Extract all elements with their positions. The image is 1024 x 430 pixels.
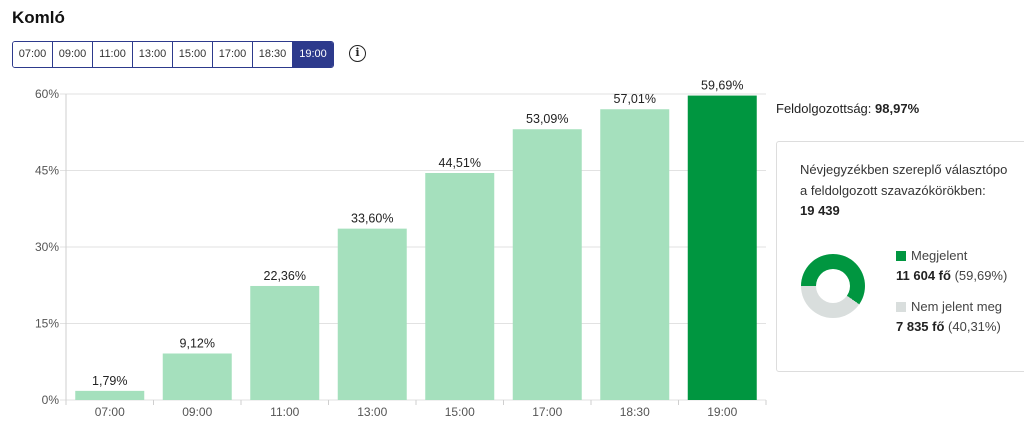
turnout-bar-chart: 0% 15% 30% 45% 60% 1,79% 07:00 9,12% 09:00 22,36%… — [35, 79, 767, 419]
not-appeared-label: Nem jelent meg — [911, 299, 1003, 314]
appeared-percent: (59,69%) — [954, 268, 1008, 283]
bar-value-label: 1,79% — [92, 374, 127, 388]
y-tick-label: 45% — [35, 164, 59, 178]
appeared-swatch — [896, 251, 906, 261]
tab-1500[interactable]: 15:00 — [173, 42, 213, 67]
y-tick-label: 0% — [42, 393, 60, 407]
bar-0900 — [162, 353, 232, 400]
x-tick-label: 17:00 — [532, 405, 562, 419]
not-appeared-count: 7 835 fő — [896, 319, 945, 334]
bar-value-label: 59,69% — [701, 79, 743, 93]
not-appeared-swatch — [896, 302, 906, 312]
bar-value-label: 53,09% — [526, 112, 568, 126]
y-tick-label: 15% — [35, 317, 59, 331]
processed-value: 98,97% — [875, 101, 920, 116]
tab-1700[interactable]: 17:00 — [213, 42, 253, 67]
bar-1500 — [425, 172, 495, 400]
bar-1830 — [600, 109, 670, 401]
tab-1100[interactable]: 11:00 — [93, 42, 133, 67]
bar-value-label: 33,60% — [351, 212, 393, 226]
bar-value-label: 9,12% — [180, 336, 215, 350]
y-tick-label: 60% — [35, 87, 59, 101]
x-tick-label: 11:00 — [270, 405, 299, 419]
processed-label: Feldolgozottság: — [776, 101, 872, 116]
summary-line-1: Névjegyzékben szereplő választópo — [800, 162, 1008, 177]
x-tick-label: 19:00 — [707, 405, 737, 419]
summary-total: 19 439 — [800, 203, 840, 218]
summary-card: Névjegyzékben szereplő választópo a feld… — [776, 141, 1024, 372]
tab-1830[interactable]: 18:30 — [253, 42, 293, 67]
not-appeared-value: 7 835 fő (40,31%) — [896, 319, 1001, 334]
tab-0900[interactable]: 09:00 — [53, 42, 93, 67]
appeared-label: Megjelent — [911, 248, 968, 263]
appeared-count: 11 604 fő — [896, 268, 951, 283]
bar-1100 — [250, 285, 320, 400]
tab-1300[interactable]: 13:00 — [133, 42, 173, 67]
tab-0700[interactable]: 07:00 — [13, 42, 53, 67]
bar-1900 — [687, 95, 757, 401]
processed-status: Feldolgozottság: 98,97% — [776, 101, 919, 116]
bar-0700 — [75, 390, 145, 400]
x-tick-label: 07:00 — [95, 405, 125, 419]
x-tick-label: 13:00 — [357, 405, 387, 419]
page-title: Komló — [12, 8, 65, 27]
y-tick-label: 30% — [35, 240, 59, 254]
bar-1700 — [512, 129, 582, 400]
info-icon[interactable]: i — [349, 45, 366, 62]
bar-1300 — [337, 228, 407, 400]
bar-value-label: 44,51% — [439, 156, 481, 170]
x-tick-label: 15:00 — [445, 405, 475, 419]
bar-value-label: 22,36% — [264, 269, 306, 283]
summary-line-2: a feldolgozott szavazókörökben: — [800, 183, 986, 198]
bar-value-label: 57,01% — [614, 92, 656, 106]
appeared-value: 11 604 fő (59,69%) — [896, 268, 1007, 283]
summary-description: Névjegyzékben szereplő választópo a feld… — [800, 159, 1007, 201]
time-tabs: 07:00 09:00 11:00 13:00 15:00 17:00 18:30 19:00 — [12, 41, 334, 68]
turnout-donut-chart — [801, 254, 865, 318]
x-tick-label: 18:30 — [620, 405, 650, 419]
not-appeared-percent: (40,31%) — [948, 319, 1001, 334]
tab-1900[interactable]: 19:00 — [293, 42, 333, 67]
x-tick-label: 09:00 — [182, 405, 212, 419]
